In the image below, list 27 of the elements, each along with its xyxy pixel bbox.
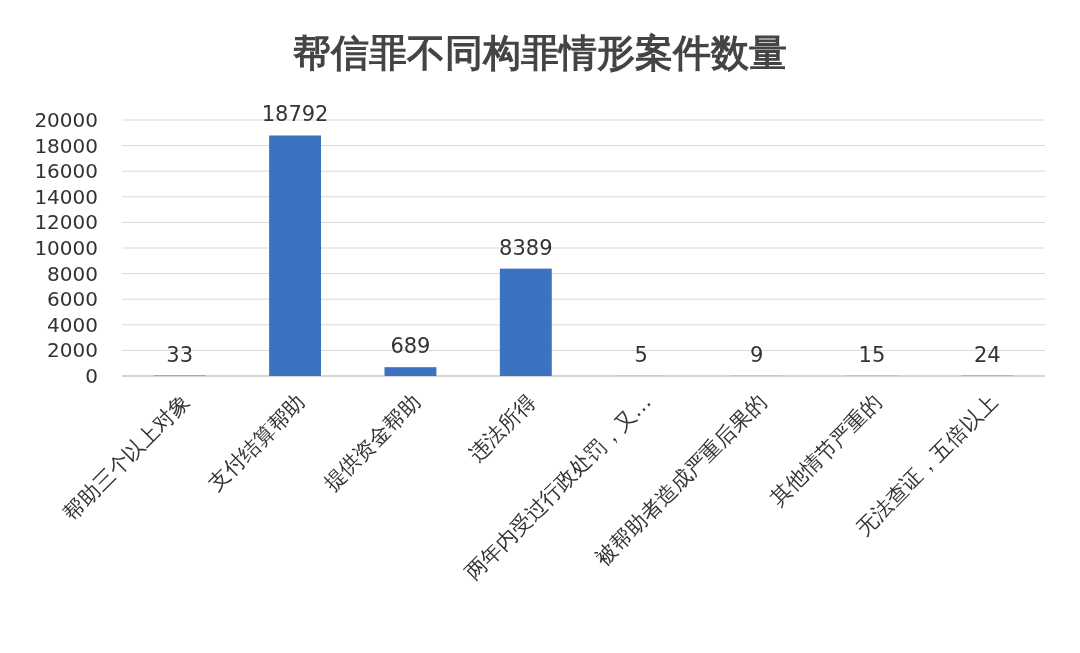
x-tick-label: 帮助三个以上对象	[58, 389, 195, 526]
data-label: 5	[634, 342, 648, 367]
x-tick-label: 提供资金帮助	[319, 389, 426, 496]
data-label: 689	[390, 334, 431, 359]
bar	[269, 135, 322, 376]
data-label: 9	[749, 342, 764, 367]
y-tick-label: 8000	[47, 261, 98, 286]
y-tick-label: 10000	[34, 236, 98, 260]
data-label: 18792	[261, 102, 329, 127]
data-label: 33	[166, 342, 194, 367]
x-tick-label: 违法所得	[464, 389, 541, 467]
y-tick-label: 2000	[47, 338, 98, 363]
data-label: 24	[973, 342, 1001, 367]
y-tick-label: 20000	[34, 108, 98, 132]
y-tick-label: 14000	[34, 184, 98, 209]
data-label: 15	[858, 342, 886, 367]
y-tick-label: 6000	[47, 287, 98, 312]
data-label: 8389	[499, 235, 553, 260]
x-tick-label: 支付结算帮助	[203, 389, 310, 496]
y-tick-label: 12000	[34, 210, 98, 235]
bar	[384, 367, 437, 376]
y-tick-label: 16000	[34, 159, 98, 184]
y-tick-label: 0	[85, 364, 98, 388]
chart-title: 帮信罪不同构罪情形案件数量	[292, 31, 787, 75]
y-tick-label: 18000	[34, 133, 98, 158]
y-tick-label: 4000	[47, 312, 98, 337]
bar	[499, 268, 552, 376]
